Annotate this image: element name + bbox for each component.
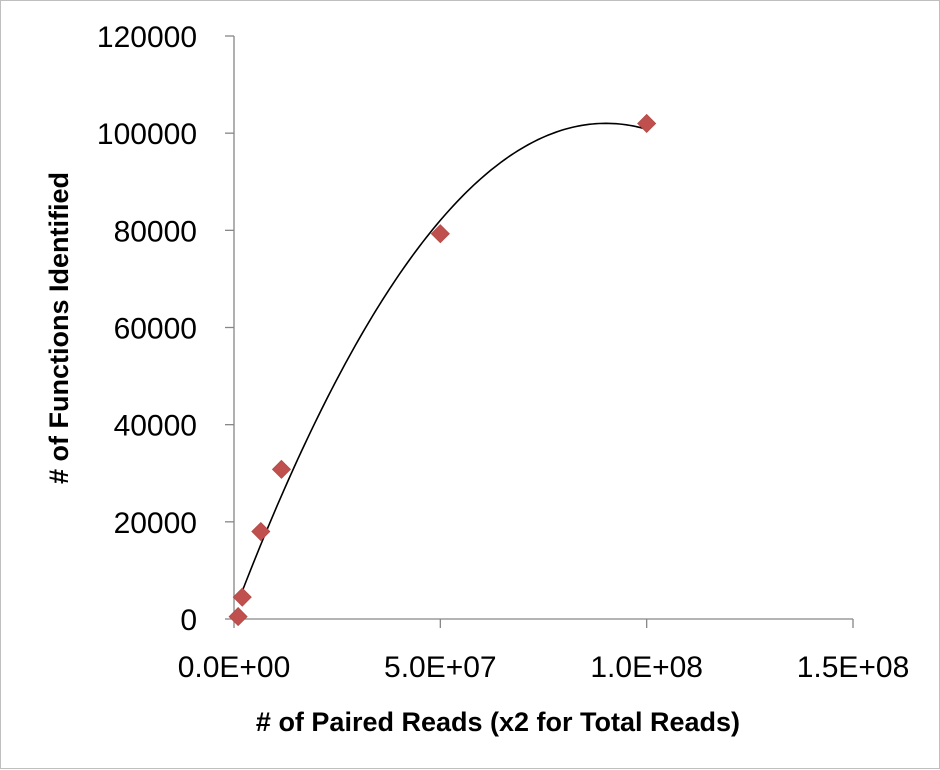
x-tick-label: 5.0E+07 [384, 651, 497, 684]
y-tick-label: 100000 [97, 118, 197, 151]
data-point [251, 521, 271, 542]
data-point [430, 224, 450, 244]
data-point [228, 607, 248, 627]
y-tick-label: 40000 [114, 410, 197, 443]
tick-labels: 0 20000 40000 60000 80000 100000 120000 0.0E+00… [97, 21, 909, 684]
data-point [637, 113, 657, 134]
data-point [271, 459, 292, 479]
x-tick-label: 0.0E+00 [178, 651, 291, 684]
axes [225, 35, 854, 628]
data-point [232, 587, 252, 607]
y-tick-label: 60000 [114, 313, 197, 346]
y-axis-title: # of Functions Identified [44, 172, 74, 484]
y-tick-label: 20000 [114, 507, 197, 540]
data-points [228, 113, 657, 627]
x-tick-label: 1.5E+08 [797, 651, 910, 684]
x-axis-title: # of Paired Reads (x2 for Total Reads) [256, 707, 740, 737]
trendline-layer [239, 122, 647, 597]
y-tick-label: 120000 [97, 21, 197, 54]
y-tick-label: 0 [180, 604, 197, 637]
y-tick-label: 80000 [114, 215, 197, 248]
trendline [239, 122, 647, 597]
x-tick-label: 1.0E+08 [590, 651, 703, 684]
